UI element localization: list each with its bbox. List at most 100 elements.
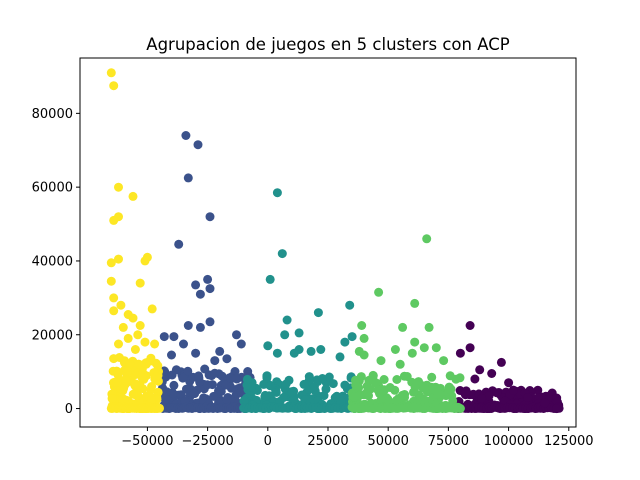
scatter-point-cluster-4-221 xyxy=(106,276,116,286)
scatter-point-cluster-3-133 xyxy=(368,371,378,381)
scatter-point-cluster-3-213 xyxy=(410,298,420,308)
x-tick-label: 100000 xyxy=(484,434,534,449)
scatter-point-cluster-0-216 xyxy=(487,369,497,378)
scatter-point-cluster-0-126 xyxy=(484,391,494,401)
scatter-point-cluster-0-221 xyxy=(540,398,550,408)
scatter-point-cluster-2-220 xyxy=(263,341,273,351)
scatter-point-cluster-4-169 xyxy=(122,367,132,377)
scatter-point-cluster-3-132 xyxy=(371,378,381,388)
scatter-point-cluster-3-161 xyxy=(444,384,454,394)
scatter-point-cluster-1-145 xyxy=(169,380,179,390)
scatter-point-cluster-3-82 xyxy=(455,373,465,383)
scatter-point-cluster-3-211 xyxy=(422,234,432,244)
x-tick-label: 50000 xyxy=(368,434,409,449)
scatter-point-cluster-2-226 xyxy=(306,346,316,356)
scatter-point-cluster-2-213 xyxy=(265,274,275,284)
scatter-point-cluster-3-221 xyxy=(431,343,441,353)
scatter-point-cluster-0-217 xyxy=(470,374,480,384)
scatter-point-cluster-4-212 xyxy=(109,81,119,91)
scatter-point-cluster-3-11 xyxy=(392,375,402,384)
scatter-point-cluster-2-219 xyxy=(340,337,350,347)
scatter-point-cluster-2-223 xyxy=(316,345,326,354)
scatter-point-cluster-1-219 xyxy=(195,289,205,299)
scatter-point-cluster-4-146 xyxy=(116,384,126,394)
scatter-point-cluster-4-235 xyxy=(114,339,123,349)
y-tick-label: 80000 xyxy=(32,107,73,122)
scatter-point-cluster-0-215 xyxy=(475,365,485,375)
scatter-point-cluster-3-75 xyxy=(448,396,458,406)
y-tick-label: 20000 xyxy=(32,328,73,343)
scatter-point-cluster-1-223 xyxy=(159,332,169,342)
scatter-point-cluster-4-231 xyxy=(133,330,143,340)
scatter-point-cluster-2-214 xyxy=(345,300,355,310)
scatter-point-cluster-2-164 xyxy=(287,388,297,398)
scatter-point-cluster-3-224 xyxy=(407,348,417,358)
scatter-point-cluster-4-225 xyxy=(116,300,126,310)
scatter-point-cluster-1-212 xyxy=(193,140,203,150)
scatter-point-cluster-3-218 xyxy=(410,337,420,347)
scatter-point-cluster-1-161 xyxy=(160,394,170,404)
scatter-point-cluster-2-136 xyxy=(259,379,269,389)
scatter-point-cluster-4-135 xyxy=(125,359,135,369)
scatter-point-cluster-4-222 xyxy=(135,278,145,288)
scatter-point-cluster-4-214 xyxy=(128,191,138,201)
scatter-point-cluster-0-214 xyxy=(496,357,506,367)
scatter-point-cluster-1-217 xyxy=(191,280,201,290)
scatter-point-cluster-1-75 xyxy=(207,380,217,390)
scatter-point-cluster-2-95 xyxy=(260,392,270,402)
scatter-point-cluster-1-218 xyxy=(205,284,215,294)
scatter-point-cluster-1-232 xyxy=(210,356,220,366)
scatter-point-cluster-2-98 xyxy=(319,391,329,401)
scatter-point-cluster-3-210 xyxy=(455,404,465,413)
scatter-point-cluster-3-151 xyxy=(385,383,395,392)
scatter-point-cluster-4-224 xyxy=(147,304,157,314)
scatter-point-cluster-4-103 xyxy=(141,359,151,369)
scatter-point-cluster-1-214 xyxy=(205,212,215,222)
scatter-point-cluster-1-158 xyxy=(225,373,235,383)
scatter-point-cluster-4-144 xyxy=(134,359,144,369)
scatter-point-cluster-4-211 xyxy=(106,68,116,78)
scatter-point-cluster-4-220 xyxy=(106,258,116,268)
scatter-point-cluster-3-223 xyxy=(376,356,386,366)
scatter-point-cluster-2-78 xyxy=(317,374,327,383)
scatter-point-cluster-4-219 xyxy=(140,256,150,266)
scatter-point-cluster-3-83 xyxy=(427,372,437,382)
scatter-point-cluster-1-139 xyxy=(178,373,188,383)
scatter-point-cluster-1-229 xyxy=(191,348,201,358)
scatter-point-cluster-1-220 xyxy=(205,317,215,327)
x-tick-label: 125000 xyxy=(544,434,594,449)
y-tick-label: 60000 xyxy=(32,181,73,196)
scatter-point-cluster-1-131 xyxy=(162,387,172,397)
scatter-point-cluster-3-80 xyxy=(356,372,366,382)
scatter-point-cluster-1-155 xyxy=(232,374,242,384)
scatter-point-cluster-0-218 xyxy=(504,378,514,388)
scatter-point-cluster-1-227 xyxy=(236,339,246,349)
scatter-point-cluster-1-148 xyxy=(182,384,191,394)
scatter-point-cluster-2-147 xyxy=(304,372,314,382)
scatter-point-cluster-3-152 xyxy=(445,371,455,381)
scatter-point-cluster-0-137 xyxy=(477,393,487,403)
scatter-point-cluster-4-217 xyxy=(114,254,123,264)
x-tick-label: 25000 xyxy=(307,434,348,449)
scatter-point-cluster-1-221 xyxy=(183,321,193,330)
scatter-point-cluster-1-111 xyxy=(183,366,193,376)
scatter-point-cluster-2-216 xyxy=(282,315,292,325)
scatter-point-cluster-1-216 xyxy=(203,274,213,284)
scatter-point-cluster-1-211 xyxy=(181,131,191,140)
scatter-point-cluster-4-210 xyxy=(155,403,164,413)
scatter-point-cluster-0-158 xyxy=(461,386,471,396)
scatter-point-cluster-3-147 xyxy=(402,372,412,381)
scatter-point-cluster-1-228 xyxy=(215,346,225,356)
scatter-point-cluster-1-156 xyxy=(222,395,232,405)
y-tick-label: 0 xyxy=(65,402,73,417)
scatter-point-cluster-2-142 xyxy=(242,374,252,384)
scatter-point-cluster-3-149 xyxy=(355,390,365,400)
x-tick-label: 75000 xyxy=(428,434,469,449)
scatter-point-cluster-1-138 xyxy=(167,370,177,380)
scatter-point-cluster-1-222 xyxy=(195,322,205,332)
scatter-point-cluster-3-156 xyxy=(396,393,405,403)
scatter-point-cluster-4-213 xyxy=(114,182,123,192)
scatter-point-cluster-1-225 xyxy=(232,330,241,340)
scatter-point-cluster-3-167 xyxy=(362,387,372,397)
